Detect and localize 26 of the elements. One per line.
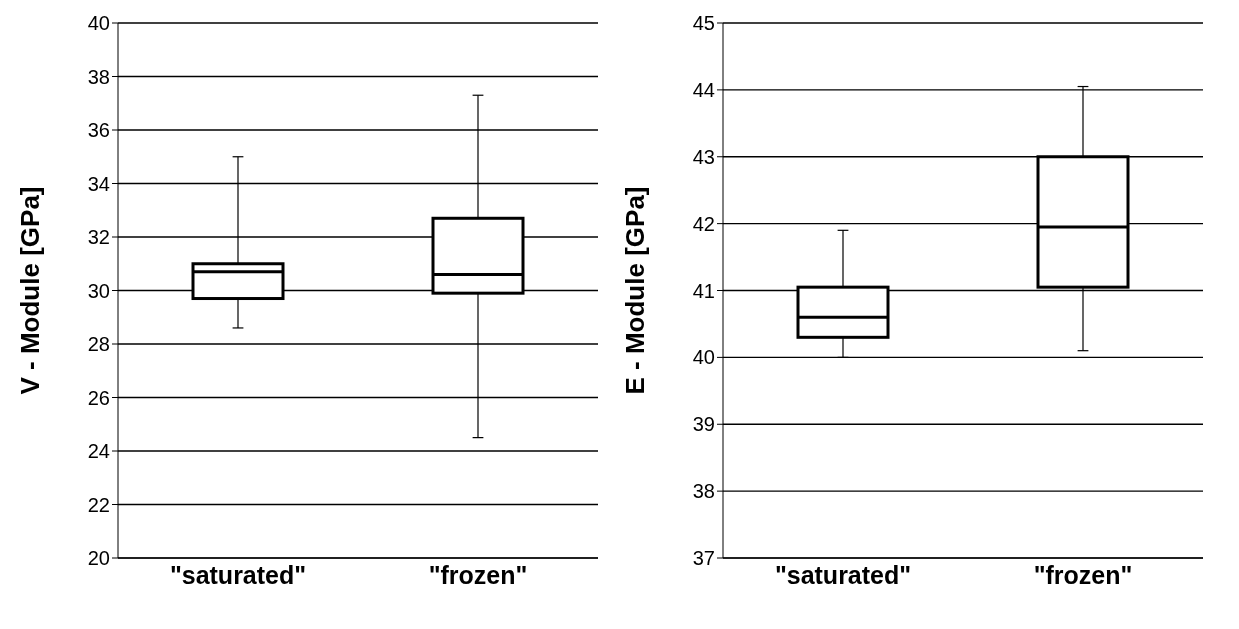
y-tick-label: 22 xyxy=(87,493,110,516)
y-tick-label: 40 xyxy=(692,346,715,369)
y-axis-title: V - Module [GPa] xyxy=(15,186,46,395)
y-tick-label: 28 xyxy=(87,333,110,356)
y-tick-label: 26 xyxy=(87,386,110,409)
y-tick-label: 32 xyxy=(87,226,110,249)
x-tick-label: "saturated" xyxy=(169,560,307,589)
y-tick-label: 34 xyxy=(87,172,110,195)
y-tick-label: 40 xyxy=(87,12,110,35)
y-tick-label: 39 xyxy=(692,413,715,436)
y-tick-label: 42 xyxy=(692,212,715,235)
y-tick-label: 36 xyxy=(87,119,110,142)
y-tick-label: 24 xyxy=(87,440,110,463)
y-tick-label: 41 xyxy=(692,279,715,302)
y-tick-label: 43 xyxy=(692,145,715,168)
y-tick-label: 30 xyxy=(87,279,110,302)
y-axis-title: E - Module [GPa] xyxy=(620,186,651,395)
y-tick-label: 37 xyxy=(692,547,715,570)
y-tick-label: 44 xyxy=(692,78,715,101)
y-tick-label: 38 xyxy=(87,65,110,88)
x-tick-label: "frozen" xyxy=(1033,560,1133,589)
y-tick-label: 45 xyxy=(692,12,715,35)
y-tick-label: 38 xyxy=(692,480,715,503)
x-tick-label: "saturated" xyxy=(774,560,912,589)
y-tick-label: 20 xyxy=(87,547,110,570)
x-tick-label: "frozen" xyxy=(428,560,528,589)
